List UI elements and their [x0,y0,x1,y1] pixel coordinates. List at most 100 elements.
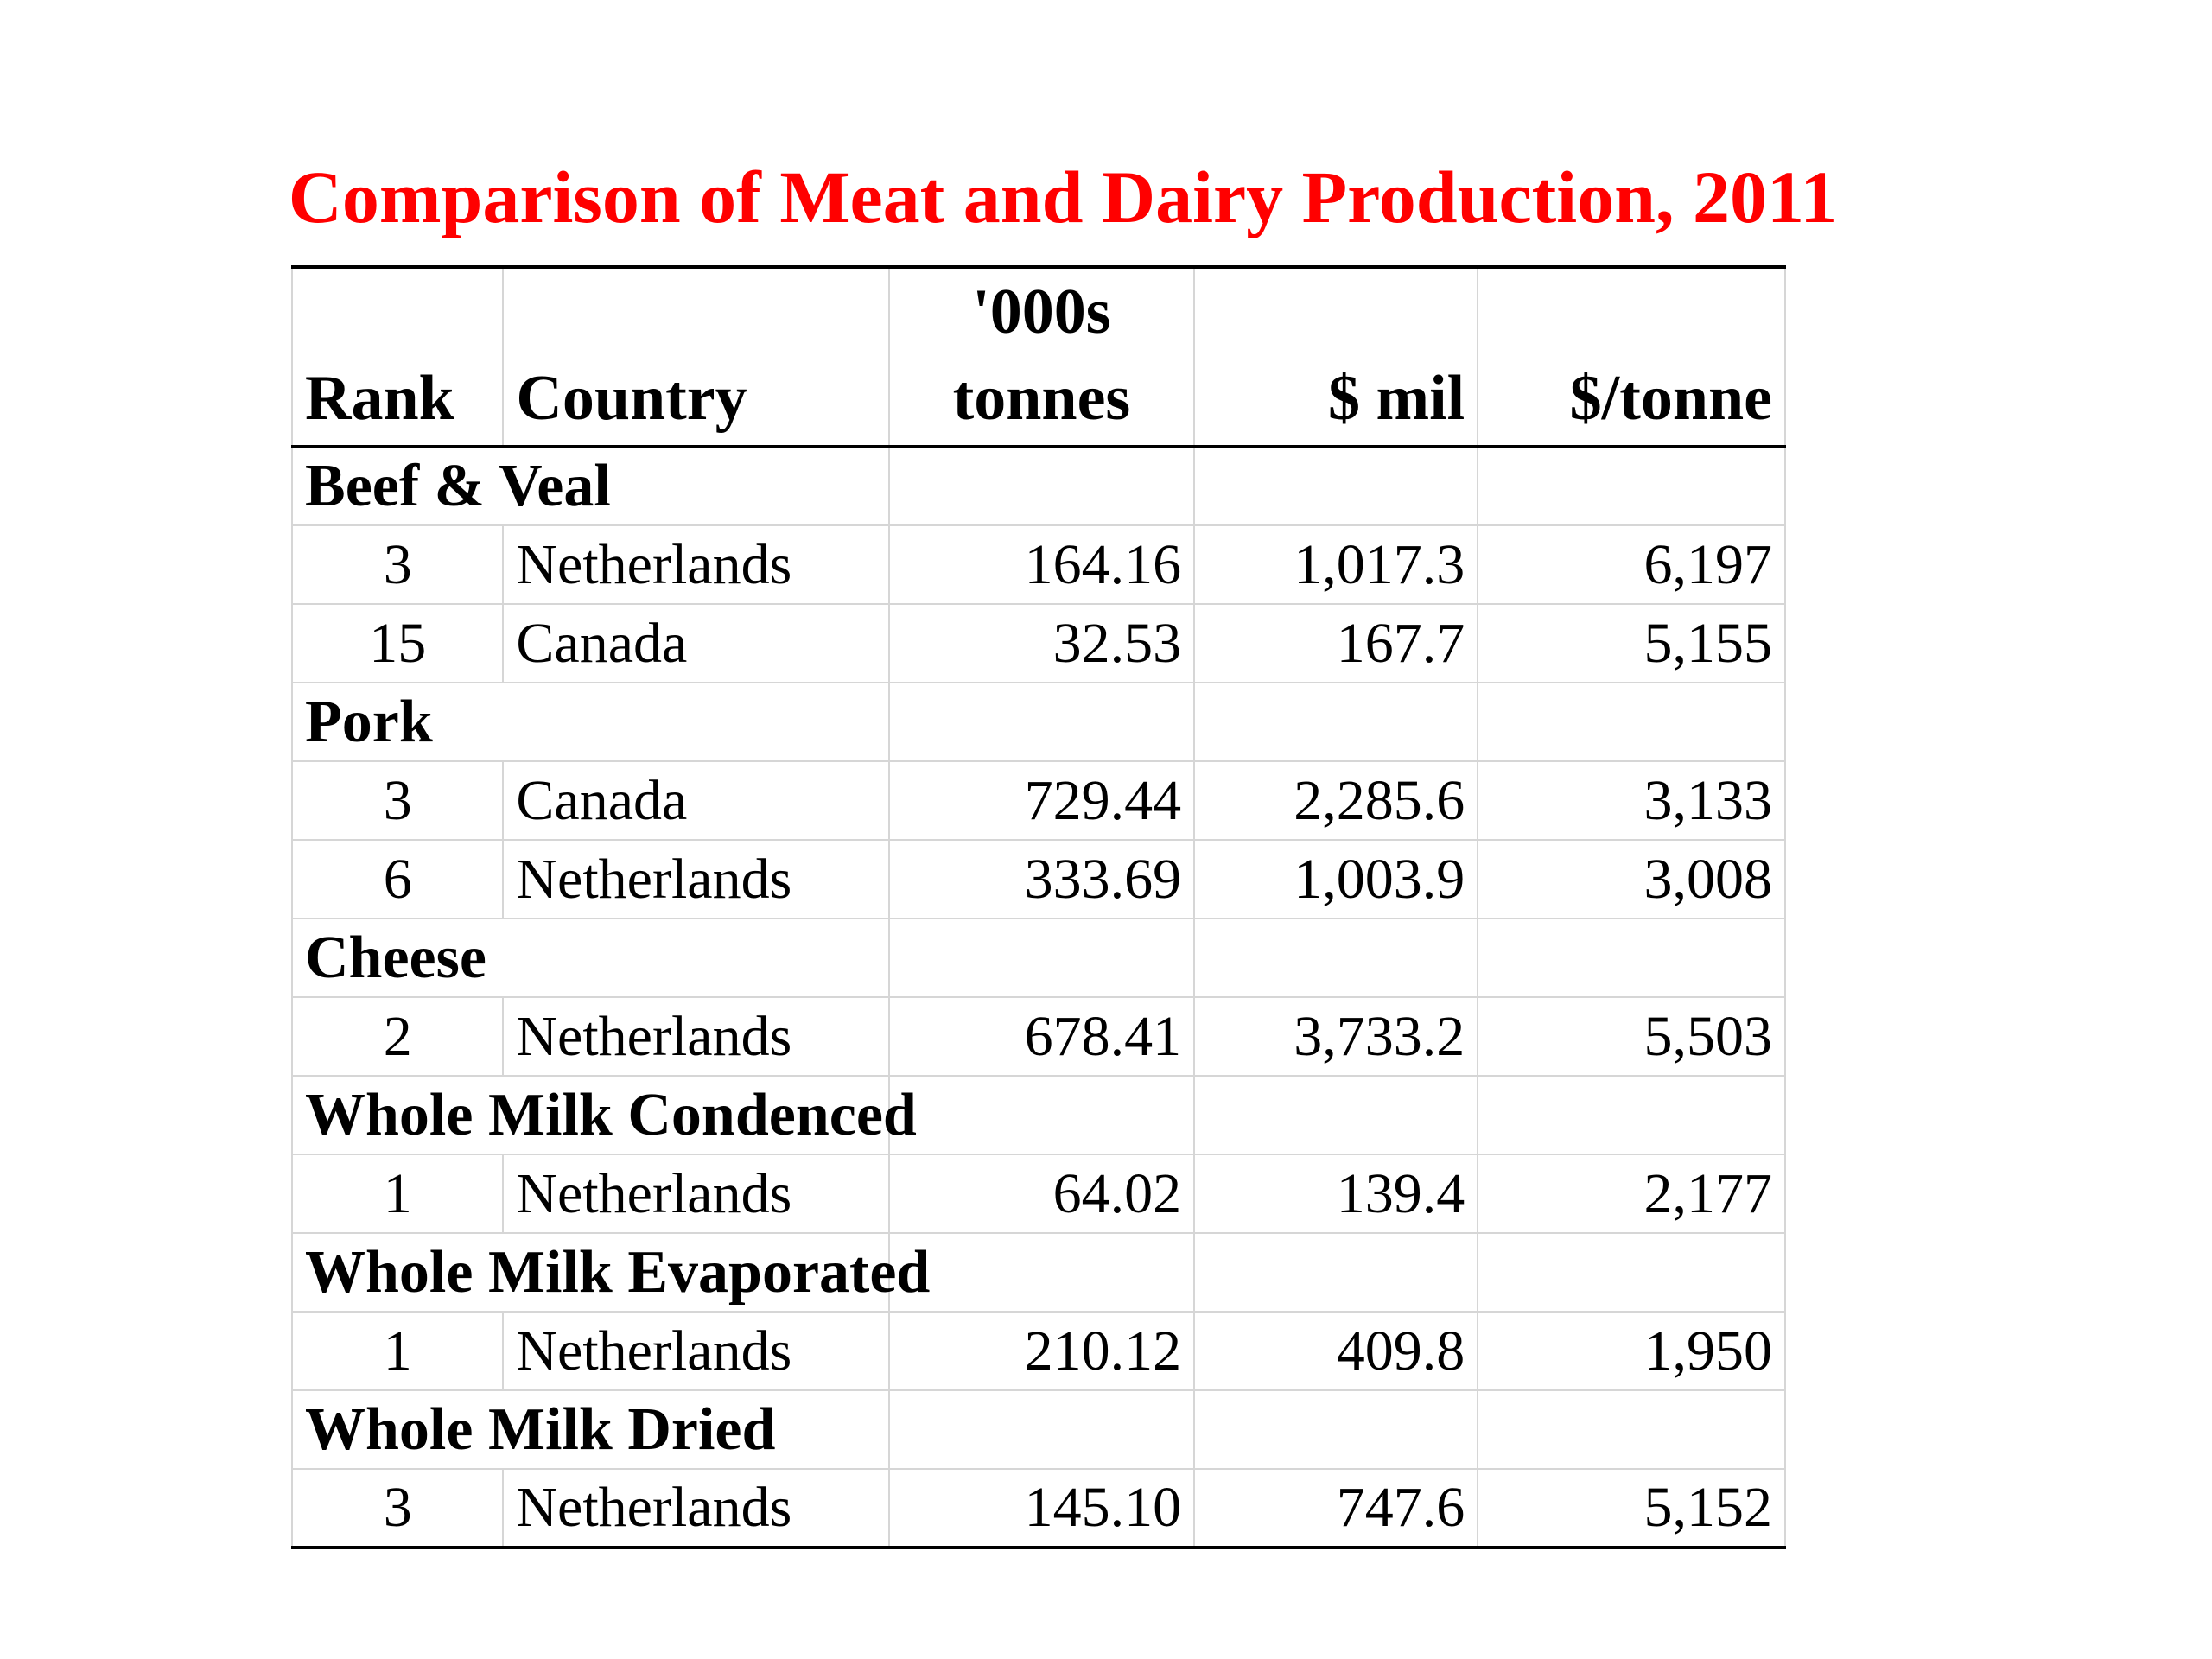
empty-cell [1216,1389,1479,1470]
per-tonne-cell: 5,152 [1525,1468,1786,1549]
mil-cell: 1,017.3 [1216,524,1479,605]
table-row: 6 Netherlands 333.69 1,003.9 3,008 [290,839,1786,919]
per-tonne-cell: 5,503 [1525,996,1786,1077]
mil-cell: 1,003.9 [1216,839,1479,919]
per-tonne-cell: 6,197 [1525,524,1786,605]
production-table: Rank Country '000s tonnes $ mil $/tonne … [290,265,1786,1549]
rank-cell: 3 [290,760,505,841]
empty-cell [1525,446,1786,526]
table-title: Comparison of Meat and Dairy Production,… [288,156,1838,238]
header-spacer [1193,265,1217,448]
header-tonnes-line2: tonnes [952,363,1131,434]
table-row: 2 Netherlands 678.41 3,733.2 5,503 [290,996,1786,1077]
category-label: Cheese [291,918,890,998]
rank-cell: 1 [290,1311,505,1391]
empty-cell [1477,1389,1526,1470]
empty-cell [887,1232,1196,1313]
mil-cell: 2,285.6 [1216,760,1479,841]
country-cell: Netherlands [502,996,890,1077]
spacer-cell [1193,524,1217,605]
country-cell: Canada [502,603,890,683]
country-cell: Netherlands [502,524,890,605]
tonnes-cell: 164.16 [887,524,1196,605]
spacer-cell [1193,760,1217,841]
tonnes-cell: 333.69 [887,839,1196,919]
empty-cell [1477,682,1526,762]
empty-cell [1216,918,1479,998]
empty-cell [1477,1075,1526,1155]
mil-cell: 167.7 [1216,603,1479,683]
per-tonne-cell: 3,008 [1525,839,1786,919]
tonnes-cell: 729.44 [887,760,1196,841]
header-rank: Rank [290,265,505,448]
spacer-cell [1477,760,1526,841]
header-mil: $ mil [1216,265,1479,448]
header-row: Rank Country '000s tonnes $ mil $/tonne [290,265,1786,448]
empty-cell [1525,1232,1786,1313]
table-row: 3 Netherlands 164.16 1,017.3 6,197 [290,524,1786,605]
category-row: Whole Milk Evaporated [291,1232,1786,1313]
empty-cell [1525,918,1786,998]
category-row: Cheese [291,918,1786,998]
category-label: Whole Milk Dried [291,1389,890,1470]
spacer-cell [1477,1154,1526,1234]
empty-cell [1477,1232,1526,1313]
rank-cell: 1 [290,1154,505,1234]
rank-cell: 6 [290,839,505,919]
category-label: Beef & Veal [291,446,890,526]
header-spacer [1477,265,1526,448]
empty-cell [1216,446,1479,526]
header-tonnes: '000s tonnes [887,265,1196,448]
table-row: 3 Netherlands 145.10 747.6 5,152 [290,1468,1786,1549]
mil-cell: 409.8 [1216,1311,1479,1391]
mil-cell: 3,733.2 [1216,996,1479,1077]
country-cell: Netherlands [502,1154,890,1234]
empty-cell [1525,1389,1786,1470]
tonnes-cell: 210.12 [887,1311,1196,1391]
empty-cell [1216,682,1479,762]
spacer-cell [1477,1468,1526,1549]
spacer-cell [1477,603,1526,683]
header-per-tonne: $/tonne [1525,265,1786,448]
country-cell: Netherlands [502,839,890,919]
empty-cell [887,1075,1196,1155]
tonnes-cell: 32.53 [887,603,1196,683]
category-row: Pork [291,682,1786,762]
table-row: 1 Netherlands 64.02 139.4 2,177 [290,1154,1786,1234]
empty-cell [1477,918,1526,998]
per-tonne-cell: 1,950 [1525,1311,1786,1391]
empty-cell [887,682,1196,762]
empty-cell [887,918,1196,998]
category-label: Whole Milk Condenced [291,1075,917,1155]
empty-cell [1193,1075,1217,1155]
empty-cell [1193,1389,1217,1470]
table-row: 3 Canada 729.44 2,285.6 3,133 [290,760,1786,841]
mil-cell: 747.6 [1216,1468,1479,1549]
spacer-cell [1193,1154,1217,1234]
header-tonnes-line1: '000s [972,276,1111,347]
country-cell: Netherlands [502,1468,890,1549]
empty-cell [1477,446,1526,526]
category-label: Pork [291,682,890,762]
mil-cell: 139.4 [1216,1154,1479,1234]
empty-cell [887,446,1196,526]
spacer-cell [1193,1468,1217,1549]
country-cell: Netherlands [502,1311,890,1391]
table-row: 1 Netherlands 210.12 409.8 1,950 [290,1311,1786,1391]
empty-cell [887,1389,1196,1470]
country-cell: Canada [502,760,890,841]
spacer-cell [1193,996,1217,1077]
empty-cell [1525,682,1786,762]
per-tonne-cell: 3,133 [1525,760,1786,841]
tonnes-cell: 64.02 [887,1154,1196,1234]
empty-cell [1193,1232,1217,1313]
header-country: Country [502,265,890,448]
rank-cell: 3 [290,524,505,605]
per-tonne-cell: 5,155 [1525,603,1786,683]
spacer-cell [1193,1311,1217,1391]
empty-cell [1193,918,1217,998]
spacer-cell [1477,1311,1526,1391]
spacer-cell [1193,839,1217,919]
spacer-cell [1477,996,1526,1077]
rank-cell: 3 [290,1468,505,1549]
